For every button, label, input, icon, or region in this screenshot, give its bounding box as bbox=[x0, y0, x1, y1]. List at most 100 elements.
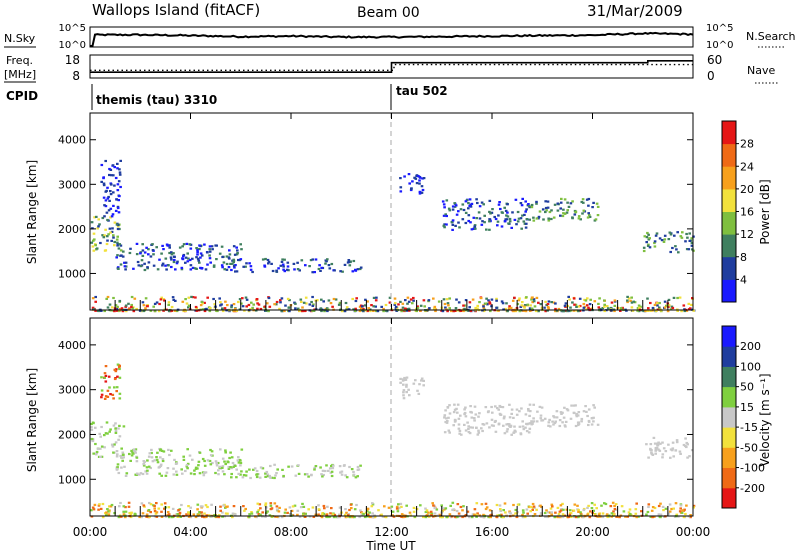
echo-point bbox=[579, 218, 582, 221]
echo-point bbox=[142, 504, 146, 507]
echo-point bbox=[177, 509, 180, 512]
echo-point bbox=[453, 403, 456, 406]
colorbar-segment bbox=[722, 121, 736, 145]
colorbar-segment bbox=[722, 256, 736, 280]
echo-point bbox=[586, 513, 589, 516]
echo-point bbox=[264, 472, 267, 475]
echo-point bbox=[111, 445, 115, 448]
echo-point bbox=[488, 426, 491, 429]
echo-point bbox=[457, 221, 460, 224]
echo-point bbox=[203, 309, 207, 313]
echo-point bbox=[569, 309, 573, 312]
echo-point bbox=[201, 457, 205, 461]
echo-point bbox=[640, 510, 643, 513]
echo-point bbox=[187, 306, 190, 309]
echo-point bbox=[168, 246, 171, 249]
echo-point bbox=[267, 260, 271, 263]
echo-point bbox=[171, 296, 175, 299]
echo-point bbox=[242, 265, 245, 268]
echo-point bbox=[563, 406, 566, 409]
echo-point bbox=[158, 472, 161, 475]
echo-point bbox=[92, 308, 96, 311]
echo-point bbox=[118, 392, 122, 395]
echo-point bbox=[327, 469, 330, 472]
echo-point bbox=[169, 256, 173, 259]
echo-point bbox=[484, 502, 488, 505]
echo-point bbox=[388, 301, 392, 304]
noise-panel: N.Sky 10^5 10^0 10^5 10^0 N.Search bbox=[4, 23, 796, 51]
echo-point bbox=[201, 505, 204, 508]
echo-point bbox=[120, 307, 124, 310]
echo-point bbox=[445, 214, 448, 218]
echo-point bbox=[688, 239, 692, 242]
echo-point bbox=[91, 227, 94, 230]
echo-point bbox=[229, 466, 232, 469]
echo-point bbox=[397, 303, 400, 306]
echo-point bbox=[91, 439, 94, 442]
echo-point bbox=[613, 309, 616, 313]
echo-point bbox=[119, 263, 123, 266]
echo-point bbox=[493, 215, 496, 219]
echo-point bbox=[496, 220, 500, 223]
echo-point bbox=[690, 449, 694, 452]
echo-point bbox=[149, 511, 152, 514]
echo-point bbox=[179, 515, 182, 518]
echo-point bbox=[174, 268, 177, 271]
echo-point bbox=[554, 302, 557, 305]
echo-point bbox=[201, 308, 205, 311]
echo-point bbox=[118, 435, 122, 438]
echo-point bbox=[646, 510, 650, 514]
echo-point bbox=[533, 506, 536, 509]
echo-point bbox=[340, 473, 344, 476]
colorbar-tick-label: 15 bbox=[740, 401, 754, 414]
y-tick-label: 1000 bbox=[58, 473, 86, 486]
echo-point bbox=[515, 408, 519, 411]
echo-point bbox=[227, 467, 231, 470]
echo-point bbox=[574, 404, 577, 407]
echo-point bbox=[446, 406, 450, 409]
echo-point bbox=[256, 302, 259, 305]
echo-point bbox=[123, 265, 127, 268]
echo-point bbox=[117, 267, 120, 270]
echo-point bbox=[556, 209, 560, 212]
echo-point bbox=[671, 246, 674, 250]
echo-point bbox=[422, 177, 426, 180]
echo-point bbox=[597, 302, 600, 305]
echo-point bbox=[103, 215, 106, 218]
echo-point bbox=[570, 515, 573, 518]
echo-point bbox=[261, 467, 265, 470]
echo-point bbox=[630, 301, 634, 304]
echo-point bbox=[448, 209, 452, 212]
echo-point bbox=[532, 403, 535, 406]
echo-point bbox=[432, 504, 435, 507]
echo-point bbox=[235, 309, 239, 312]
echo-point bbox=[145, 246, 148, 249]
echo-point bbox=[182, 243, 186, 246]
echo-point bbox=[442, 203, 446, 206]
echo-point bbox=[217, 473, 220, 476]
echo-point bbox=[448, 412, 452, 415]
echo-point bbox=[182, 455, 185, 458]
echo-point bbox=[590, 502, 594, 505]
echo-point bbox=[601, 307, 605, 310]
echo-point bbox=[165, 471, 169, 474]
echo-point bbox=[575, 305, 578, 308]
echo-point bbox=[683, 308, 686, 311]
echo-point bbox=[488, 302, 492, 305]
echo-point bbox=[452, 411, 456, 414]
echo-point bbox=[115, 390, 118, 393]
echo-point bbox=[163, 299, 166, 302]
echo-point bbox=[403, 175, 406, 178]
echo-point bbox=[469, 410, 472, 414]
echo-point bbox=[552, 415, 555, 418]
echo-point bbox=[587, 204, 590, 207]
echo-point bbox=[495, 299, 498, 302]
echo-point bbox=[635, 516, 638, 519]
echo-point bbox=[109, 207, 113, 210]
echo-point bbox=[341, 270, 344, 273]
echo-point bbox=[461, 218, 465, 221]
echo-point bbox=[425, 514, 429, 517]
echo-point bbox=[451, 208, 455, 211]
echo-point bbox=[190, 295, 193, 298]
echo-point bbox=[275, 300, 279, 304]
